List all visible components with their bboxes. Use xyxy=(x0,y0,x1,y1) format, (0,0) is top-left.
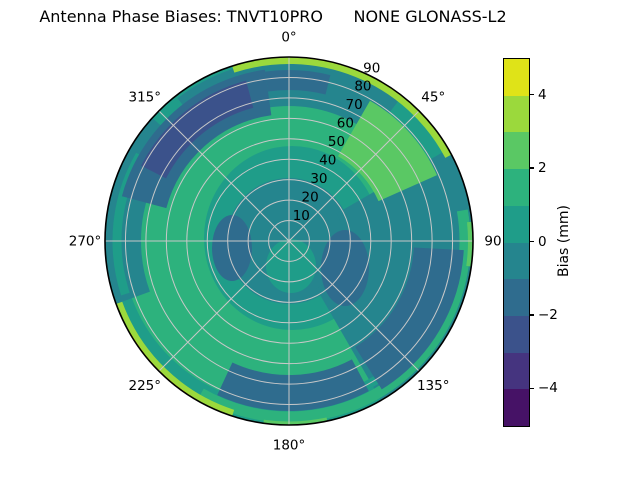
colorbar-axis-label: Bias (mm) xyxy=(556,204,572,278)
radial-tick-label: 60 xyxy=(337,116,354,132)
angular-gridline xyxy=(158,240,290,372)
contour-region xyxy=(231,57,453,158)
colorbar-tick-label: 4 xyxy=(538,86,547,103)
radial-tick-label: 20 xyxy=(302,189,319,205)
angular-tick-label: 180° xyxy=(273,438,306,454)
angular-tick-label: 315° xyxy=(128,89,161,105)
angular-tick-label: 90 xyxy=(484,234,501,250)
contour-region xyxy=(354,246,464,390)
colorbar-tickmark xyxy=(529,94,534,96)
colorbar-segment xyxy=(504,279,529,316)
angular-tick-label: 225° xyxy=(128,378,161,394)
radial-tick-label: 50 xyxy=(328,134,345,150)
contour-region xyxy=(141,80,254,179)
contour-region xyxy=(263,417,328,425)
colorbar-tick-label: 2 xyxy=(538,160,547,177)
radial-tick-label: 80 xyxy=(354,79,371,95)
angular-tick-label: 135° xyxy=(417,378,450,394)
colorbar-segment xyxy=(504,95,529,133)
radial-tick-label: 90 xyxy=(363,60,380,76)
chart-title: Antenna Phase Biases: TNVT10PRO NONE GLO… xyxy=(39,7,507,26)
colorbar-tickmark xyxy=(529,167,534,169)
angular-gridline xyxy=(158,110,290,242)
colorbar-tick-label: −2 xyxy=(538,306,558,323)
colorbar-tickmark xyxy=(529,240,534,243)
colorbar-segment xyxy=(504,132,529,170)
colorbar-segment xyxy=(504,315,529,353)
polar-tick-labels: 10 20 30 40 50 60 70 80 90 0° 45° 90 135° 180° 225° 270… xyxy=(69,30,502,454)
radial-tick-label: 40 xyxy=(319,153,336,169)
colorbar xyxy=(503,58,530,427)
colorbar-segment xyxy=(504,205,529,243)
radial-tick-label: 70 xyxy=(346,97,363,113)
colorbar-tickmark xyxy=(529,314,534,316)
angular-tick-label: 0° xyxy=(281,30,296,46)
angular-tick-label: 270° xyxy=(69,234,102,250)
radial-tick-label: 30 xyxy=(310,171,327,187)
contour-region xyxy=(265,70,331,95)
colorbar-segment xyxy=(504,389,529,427)
colorbar-tickmark xyxy=(529,387,534,389)
colorbar-tick-label: 0 xyxy=(538,233,547,250)
contour-region xyxy=(198,209,471,423)
contour-region xyxy=(466,221,473,267)
contour-region xyxy=(337,100,437,203)
polar-outline xyxy=(104,56,474,426)
colorbar-segment xyxy=(504,59,529,96)
angular-tick-label: 45° xyxy=(421,89,445,105)
radial-tick-label: 10 xyxy=(293,208,310,224)
polar-grid xyxy=(104,56,474,426)
colorbar-segment xyxy=(504,242,529,280)
contour-region xyxy=(115,301,235,417)
colorbar-tick-label: −4 xyxy=(538,380,558,397)
contour-region xyxy=(217,359,369,411)
colorbar-segment xyxy=(504,169,529,206)
contour-region xyxy=(212,215,252,281)
angular-gridline xyxy=(288,110,420,242)
angular-gridline xyxy=(288,240,420,372)
colorbar-segment xyxy=(504,352,529,390)
